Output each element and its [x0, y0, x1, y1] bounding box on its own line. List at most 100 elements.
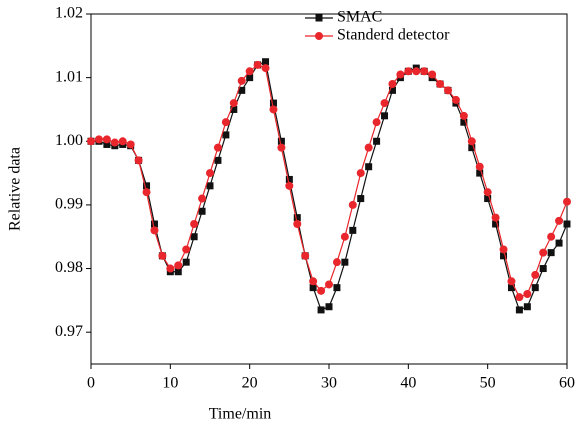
marker — [293, 220, 302, 228]
marker — [451, 95, 460, 104]
marker — [428, 70, 437, 79]
marker — [476, 169, 484, 177]
marker — [301, 251, 310, 260]
marker — [222, 131, 230, 139]
legend-marker — [315, 14, 323, 22]
marker — [547, 232, 556, 241]
marker — [348, 200, 357, 209]
marker — [103, 140, 111, 148]
marker — [523, 290, 532, 298]
marker — [468, 144, 476, 152]
marker — [531, 284, 539, 292]
marker — [269, 99, 277, 107]
marker — [396, 70, 405, 79]
marker — [325, 280, 333, 289]
marker — [483, 188, 492, 197]
marker — [277, 137, 285, 145]
marker — [357, 195, 365, 203]
marker — [531, 270, 540, 279]
marker — [229, 99, 238, 108]
marker — [230, 105, 238, 113]
marker — [499, 245, 508, 254]
marker — [507, 284, 515, 292]
marker — [309, 277, 318, 286]
marker — [246, 74, 254, 82]
marker — [174, 261, 183, 270]
y-tick-label: 1.02 — [55, 5, 83, 22]
x-tick-label: 0 — [87, 375, 95, 392]
x-tick-label: 30 — [321, 375, 337, 392]
marker — [420, 67, 429, 76]
marker — [150, 220, 158, 228]
marker — [380, 99, 389, 108]
marker — [261, 64, 270, 73]
marker — [459, 111, 468, 120]
marker — [206, 182, 214, 190]
marker — [523, 303, 531, 311]
marker — [365, 163, 373, 171]
legend-marker — [315, 32, 323, 40]
legend-label: SMAC — [337, 9, 382, 26]
marker — [436, 80, 445, 88]
x-axis-label: Time/min — [209, 406, 272, 423]
marker — [126, 140, 135, 149]
marker — [174, 268, 182, 276]
marker — [404, 67, 413, 76]
marker — [309, 284, 317, 292]
marker — [412, 67, 421, 76]
marker — [262, 58, 270, 66]
marker — [372, 118, 381, 127]
marker — [388, 86, 396, 94]
marker — [245, 67, 254, 76]
y-tick-label: 1.00 — [55, 132, 83, 149]
y-tick-label: 1.01 — [55, 68, 83, 85]
marker — [190, 220, 199, 228]
marker — [333, 284, 341, 292]
marker — [198, 194, 207, 203]
marker — [214, 156, 222, 164]
marker — [190, 233, 198, 241]
marker — [507, 277, 516, 286]
x-tick-label: 10 — [162, 375, 178, 392]
marker — [373, 137, 381, 145]
marker — [142, 188, 151, 197]
y-tick-label: 0.97 — [55, 323, 83, 340]
marker — [150, 226, 159, 235]
marker — [484, 195, 492, 203]
plot-frame — [90, 13, 568, 365]
marker — [349, 226, 357, 234]
marker — [221, 118, 230, 127]
marker — [238, 86, 246, 94]
marker — [491, 213, 500, 222]
marker — [555, 216, 564, 225]
y-tick-label: 0.98 — [55, 259, 83, 276]
series-line — [91, 60, 568, 311]
marker — [500, 252, 508, 260]
marker — [269, 105, 278, 114]
marker — [134, 156, 143, 165]
marker — [332, 258, 341, 267]
marker — [143, 182, 151, 190]
series-line — [90, 64, 568, 298]
marker — [285, 175, 293, 183]
marker — [539, 248, 548, 257]
marker — [253, 60, 262, 69]
marker — [563, 220, 571, 228]
marker — [182, 245, 191, 254]
marker — [515, 293, 524, 302]
marker — [198, 207, 206, 215]
marker — [515, 306, 523, 314]
marker — [381, 112, 389, 120]
marker — [539, 265, 547, 273]
y-tick-label: 0.99 — [55, 196, 83, 213]
marker — [87, 137, 95, 146]
marker — [182, 258, 190, 266]
marker — [118, 137, 127, 146]
marker — [364, 143, 373, 152]
marker — [356, 169, 365, 178]
x-tick-label: 40 — [400, 375, 416, 392]
x-tick-label: 20 — [242, 375, 258, 392]
marker — [444, 86, 452, 95]
marker — [158, 251, 167, 260]
